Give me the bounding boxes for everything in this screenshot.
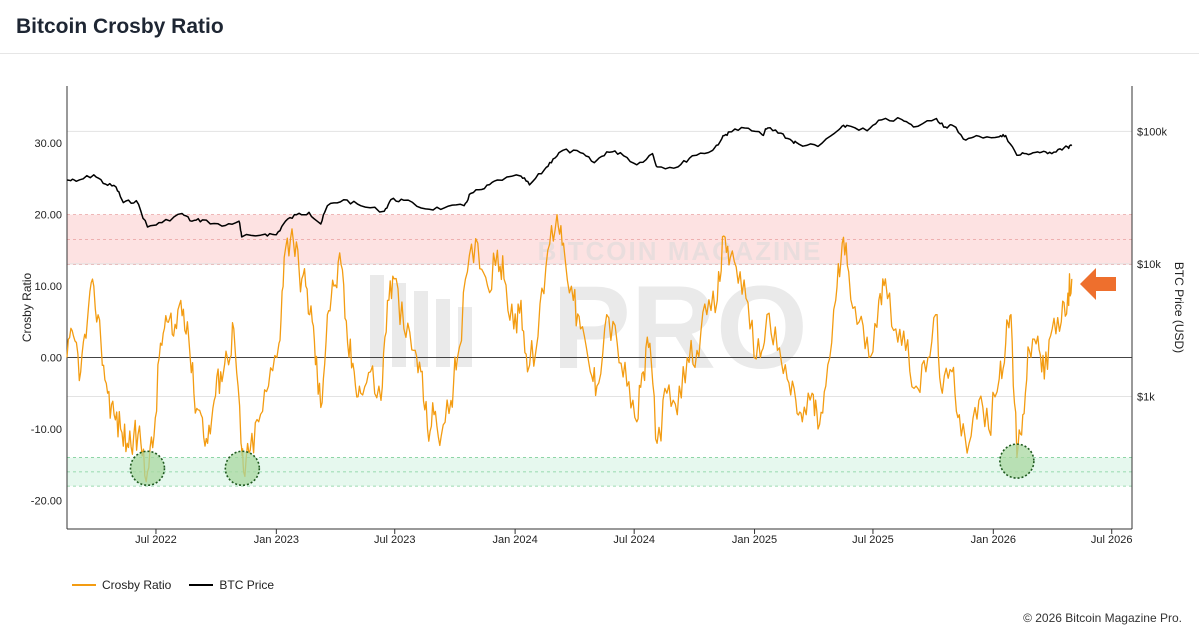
arrow-shape xyxy=(1080,268,1116,300)
legend-swatch-crosby-ratio xyxy=(72,584,96,586)
legend-item-crosby-ratio[interactable]: Crosby Ratio xyxy=(72,578,171,592)
oversold-highlight-circle xyxy=(224,450,261,487)
y-right-tick-label: $1k xyxy=(1137,391,1155,403)
watermark-icon-bar xyxy=(414,291,428,367)
page-header: Bitcoin Crosby Ratio xyxy=(0,0,1199,54)
y-right-tick-label: $100k xyxy=(1137,126,1167,138)
y-left-axis-label: Crosby Ratio xyxy=(20,272,34,342)
copyright-notice: © 2026 Bitcoin Magazine Pro. xyxy=(1023,611,1182,625)
y-right-axis-label: BTC Price (USD) xyxy=(1172,262,1186,353)
chart-legend: Crosby Ratio BTC Price xyxy=(72,578,292,592)
y-left-tick-label: 20.00 xyxy=(34,210,62,222)
x-tick-label: Jan 2024 xyxy=(492,534,537,546)
crosby-ratio-line xyxy=(66,213,1073,483)
y-left-tick-label: 30.00 xyxy=(34,138,62,150)
oversold-highlight-circle xyxy=(129,450,166,487)
right-pointing-arrow-left-icon xyxy=(1080,268,1116,300)
x-tick-label: Jul 2025 xyxy=(852,534,894,546)
x-tick-label: Jul 2022 xyxy=(135,534,177,546)
y-left-tick-label: -10.00 xyxy=(31,424,62,436)
legend-label-btc-price: BTC Price xyxy=(219,578,275,592)
overbought-band xyxy=(67,214,1132,265)
oversold-highlight-circle xyxy=(999,443,1035,479)
watermark-icon-bar xyxy=(458,307,472,367)
legend-swatch-btc-price xyxy=(189,584,214,586)
y-right-tick-label: $10k xyxy=(1137,259,1161,271)
watermark-brand-text: BITCOIN MAGAZINE xyxy=(538,236,823,266)
watermark-icon-bar xyxy=(370,275,384,367)
legend-item-btc-price[interactable]: BTC Price xyxy=(189,578,274,592)
x-tick-label: Jul 2023 xyxy=(374,534,416,546)
watermark-icon-bar xyxy=(436,299,450,367)
legend-label-crosby-ratio: Crosby Ratio xyxy=(102,578,172,592)
page-title: Bitcoin Crosby Ratio xyxy=(16,15,224,38)
y-left-tick-label: -20.00 xyxy=(31,495,62,507)
x-tick-label: Jan 2025 xyxy=(732,534,777,546)
x-tick-label: Jan 2026 xyxy=(971,534,1016,546)
x-tick-label: Jan 2023 xyxy=(254,534,299,546)
x-tick-label: Jul 2026 xyxy=(1091,534,1133,546)
y-left-tick-label: 0.00 xyxy=(41,353,62,365)
bitcoin-logo-icon xyxy=(370,275,472,367)
btc-price-line xyxy=(66,116,1073,238)
y-left-tick-label: 10.00 xyxy=(34,281,62,293)
x-tick-label: Jul 2024 xyxy=(613,534,655,546)
